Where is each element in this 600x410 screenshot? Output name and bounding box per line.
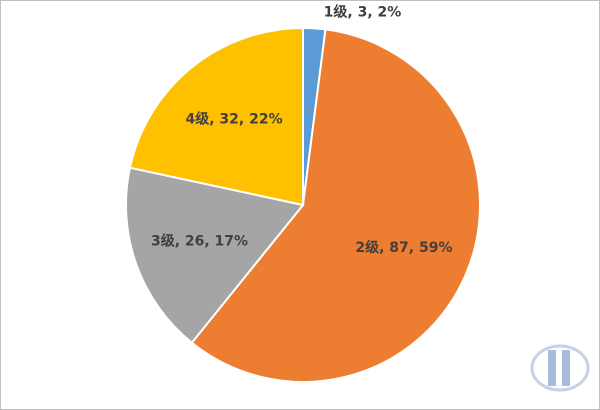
data-label: 1级, 3, 2% <box>324 3 402 20</box>
pie-slice <box>190 28 481 383</box>
data-label: 4级, 32, 22% <box>185 111 282 128</box>
watermark-logo <box>530 344 590 392</box>
data-label: 3级, 26, 17% <box>151 233 248 250</box>
pie-slice <box>125 166 305 345</box>
pie-slice <box>128 26 304 207</box>
data-label: 2级, 87, 59% <box>355 239 452 256</box>
